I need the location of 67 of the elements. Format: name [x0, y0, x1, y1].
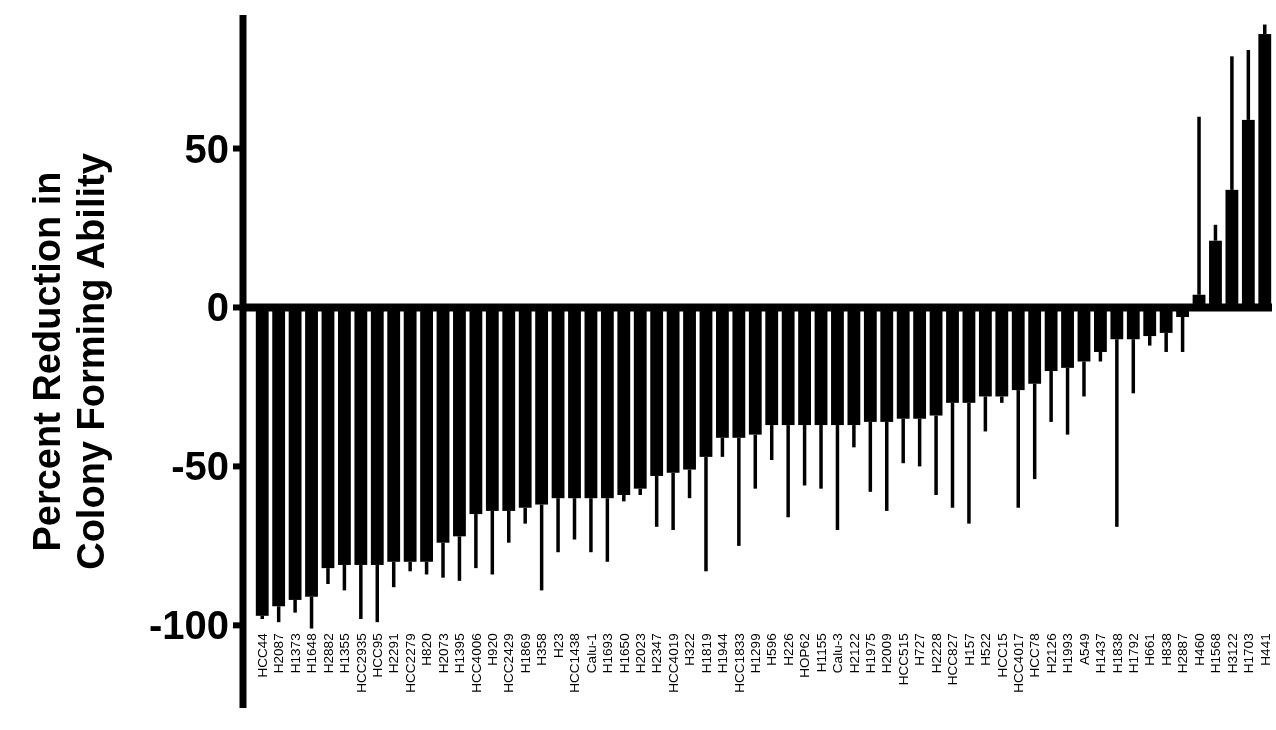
x-tick-label: H1155 — [813, 633, 829, 673]
x-tick-label: H920 — [485, 633, 501, 666]
x-tick-label: H2347 — [649, 633, 665, 674]
x-tick-label: H1693 — [600, 633, 616, 674]
x-tick-label: H522 — [978, 633, 994, 666]
x-tick-label: A549 — [1076, 633, 1092, 665]
x-tick-label: HCC2935 — [353, 633, 369, 693]
x-tick-label: H157 — [961, 633, 977, 666]
x-tick-label: H1838 — [1109, 633, 1125, 674]
x-tick-label: H1944 — [715, 632, 731, 674]
y-tick-label: 50 — [184, 126, 229, 171]
x-tick-label: H838 — [1158, 633, 1174, 666]
x-tick-label: H1993 — [1060, 633, 1076, 674]
x-tick-label: HCC515 — [895, 633, 911, 686]
x-tick-label: H322 — [682, 633, 698, 666]
x-tick-label: H3122 — [1224, 633, 1240, 674]
x-tick-label: H1975 — [863, 633, 879, 674]
x-tick-label: Calu-1 — [583, 633, 599, 674]
x-tick-label: H2023 — [632, 633, 648, 674]
y-axis-title: Percent Reduction in Colony Forming Ability — [26, 153, 112, 570]
x-tick-label: H1650 — [616, 633, 632, 674]
x-tick-label: H460 — [1191, 633, 1207, 666]
x-tick-label: H1703 — [1241, 633, 1257, 674]
x-tick-label: H2887 — [1175, 633, 1191, 674]
x-tick-label: H596 — [764, 633, 780, 666]
x-tick-label: HCC2429 — [501, 633, 517, 693]
x-tick-label: HCC4019 — [665, 633, 681, 693]
x-tick-label: Calu-3 — [830, 633, 846, 674]
x-tick-label: H820 — [419, 633, 435, 666]
x-tick-label: HCC4006 — [468, 633, 484, 693]
x-tick-label: HOP62 — [797, 633, 813, 678]
x-tick-label: H2122 — [846, 633, 862, 674]
x-tick-label: HCC1438 — [567, 633, 583, 693]
x-tick-label: H226 — [780, 633, 796, 666]
x-tick-label: H441 — [1257, 633, 1273, 666]
y-tick-label: -50 — [171, 444, 229, 489]
x-tick-label: H1819 — [698, 633, 714, 674]
x-tick-label: H1869 — [517, 633, 533, 674]
y-tick-label: 0 — [206, 285, 229, 330]
x-tick-label: HCC95 — [370, 633, 385, 678]
x-tick-label: HCC1833 — [731, 633, 747, 693]
x-tick-label: H661 — [1142, 633, 1158, 666]
x-tick-label: H2228 — [928, 633, 944, 674]
x-tick-label: HCC44 — [254, 632, 270, 678]
x-tick-label: H1373 — [287, 633, 303, 674]
x-tick-label: H1355 — [337, 633, 353, 674]
x-tick-label: H2882 — [320, 633, 336, 674]
x-tick-label: H1437 — [1093, 633, 1109, 674]
x-tick-label: HCC827 — [945, 633, 961, 686]
x-tick-label: H2087 — [271, 633, 287, 674]
x-tick-label: H1568 — [1208, 633, 1224, 674]
x-tick-label: H727 — [912, 633, 928, 666]
x-tick-label: HCC15 — [994, 633, 1010, 678]
x-tick-label: H2126 — [1043, 633, 1059, 674]
x-tick-label: H1395 — [452, 633, 468, 674]
x-tick-label: HCC4017 — [1010, 633, 1026, 693]
x-tick-label: H2073 — [435, 633, 451, 674]
x-tick-label: H1648 — [304, 633, 320, 674]
x-tick-label: H358 — [534, 633, 550, 666]
x-tick-label: H1299 — [748, 633, 764, 674]
x-tick-label: H23 — [550, 633, 566, 659]
x-tick-label: HCC78 — [1027, 633, 1043, 678]
y-tick-label: -100 — [148, 603, 229, 648]
x-tick-label: H2009 — [879, 633, 895, 674]
x-tick-label: H1792 — [1126, 633, 1142, 674]
x-tick-label: HCC2279 — [402, 633, 418, 693]
x-tick-label: H2291 — [386, 633, 402, 674]
